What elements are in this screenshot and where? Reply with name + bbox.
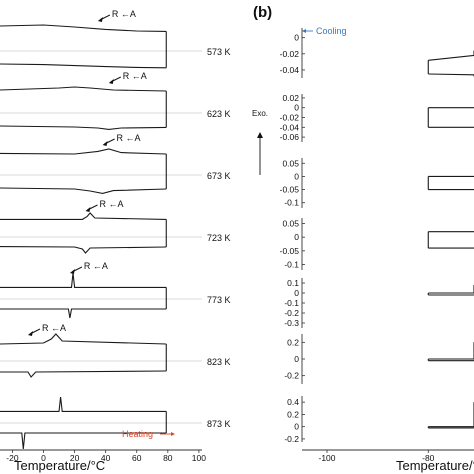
y-tick-label: 0 — [294, 354, 299, 364]
y-tick-label: 0.2 — [287, 337, 299, 347]
y-tick-label: 0 — [294, 232, 299, 242]
heating-label: Heating — [122, 429, 153, 439]
y-tick-label: -0.05 — [280, 246, 300, 256]
lower-trace — [428, 73, 474, 77]
cooling-arrowhead — [302, 29, 306, 33]
series-label: 673 K — [207, 171, 231, 181]
panel-a-xlabel: Temperature/°C — [14, 458, 105, 473]
y-tick-label: 0 — [294, 33, 299, 43]
y-tick-label: 0.02 — [282, 93, 299, 103]
cooling-trace — [0, 125, 167, 130]
peak-label: R ←A — [84, 261, 108, 271]
y-tick-label: 0 — [294, 288, 299, 298]
x-tick-label: 40 — [101, 453, 111, 463]
upper-trace — [428, 402, 474, 428]
heating-trace — [0, 272, 167, 288]
y-tick-label: -0.06 — [280, 132, 300, 142]
arrowhead — [108, 79, 114, 84]
series-label: 873 K — [207, 419, 231, 429]
series-label: 573 K — [207, 47, 231, 57]
exo-arrowhead — [257, 132, 263, 138]
x-tick-label: -20 — [6, 453, 19, 463]
upper-trace — [428, 50, 474, 61]
y-tick-label: -0.1 — [284, 298, 299, 308]
x-tick-label: 0 — [41, 453, 46, 463]
x-tick-label: 80 — [163, 453, 173, 463]
y-tick-label: 0.05 — [282, 158, 299, 168]
y-tick-label: -0.2 — [284, 371, 299, 381]
cooling-trace — [0, 187, 167, 194]
y-tick-label: -0.04 — [280, 65, 300, 75]
panel-b-xlabel: Temperature/°C — [396, 458, 474, 473]
x-tick-label: 60 — [132, 453, 142, 463]
peak-label: R ←A — [42, 323, 66, 333]
peak-label: R ←A — [99, 199, 123, 209]
heating-trace — [0, 396, 167, 412]
cooling-label: Cooling — [316, 26, 347, 36]
x-tick-label: -100 — [318, 453, 335, 463]
series-label: 623 K — [207, 109, 231, 119]
arrowhead — [85, 207, 91, 212]
y-tick-label: 0.2 — [287, 409, 299, 419]
heating-trace — [0, 212, 167, 220]
heating-trace — [0, 24, 167, 32]
peak-label: R ←A — [112, 9, 136, 19]
peak-label: R ←A — [117, 133, 141, 143]
arrowhead — [69, 269, 75, 274]
cooling-trace — [0, 308, 167, 319]
cooling-trace — [0, 432, 167, 450]
y-tick-label: -0.05 — [280, 185, 300, 195]
y-tick-label: -0.1 — [284, 260, 299, 270]
y-tick-label: 0.4 — [287, 397, 299, 407]
heating-trace — [0, 148, 167, 155]
y-tick-label: 0.1 — [287, 278, 299, 288]
x-tick-label: 20 — [70, 453, 80, 463]
series-label: 823 K — [207, 357, 231, 367]
panel-a-plot: 573 K R ←A 623 K R ←A 673 K R ←A 723 K R ←A 773 … — [0, 9, 231, 463]
y-tick-label: 0 — [294, 422, 299, 432]
cooling-trace — [0, 63, 167, 69]
y-tick-label: -0.2 — [284, 308, 299, 318]
arrowhead — [97, 17, 103, 22]
y-tick-label: -0.2 — [284, 434, 299, 444]
cooling-trace — [0, 246, 167, 254]
heating-trace — [0, 333, 167, 345]
y-tick-label: 0 — [294, 171, 299, 181]
arrowhead — [102, 141, 108, 146]
panel-b-plot: 0-0.02-0.040.020-0.02-0.04-0.060.050-0.0… — [257, 28, 474, 463]
series-label: 773 K — [207, 295, 231, 305]
upper-trace — [428, 342, 474, 360]
y-tick-label: -0.02 — [280, 113, 300, 123]
exo-label: Exo. — [252, 109, 268, 118]
y-tick-label: -0.04 — [280, 122, 300, 132]
arrowhead — [27, 331, 33, 336]
y-tick-label: 0 — [294, 103, 299, 113]
y-tick-label: 0.05 — [282, 218, 299, 228]
heating-arrowhead — [171, 432, 175, 436]
peak-label: R ←A — [123, 71, 147, 81]
y-tick-label: -0.3 — [284, 318, 299, 328]
x-tick-label: 100 — [192, 453, 206, 463]
x-tick-label: -80 — [422, 453, 435, 463]
panel-b-label: (b) — [253, 4, 272, 21]
heating-trace — [0, 86, 167, 92]
cooling-trace — [0, 370, 167, 378]
y-tick-label: -0.1 — [284, 198, 299, 208]
y-tick-label: -0.02 — [280, 49, 300, 59]
series-label: 723 K — [207, 233, 231, 243]
upper-trace — [428, 285, 474, 294]
